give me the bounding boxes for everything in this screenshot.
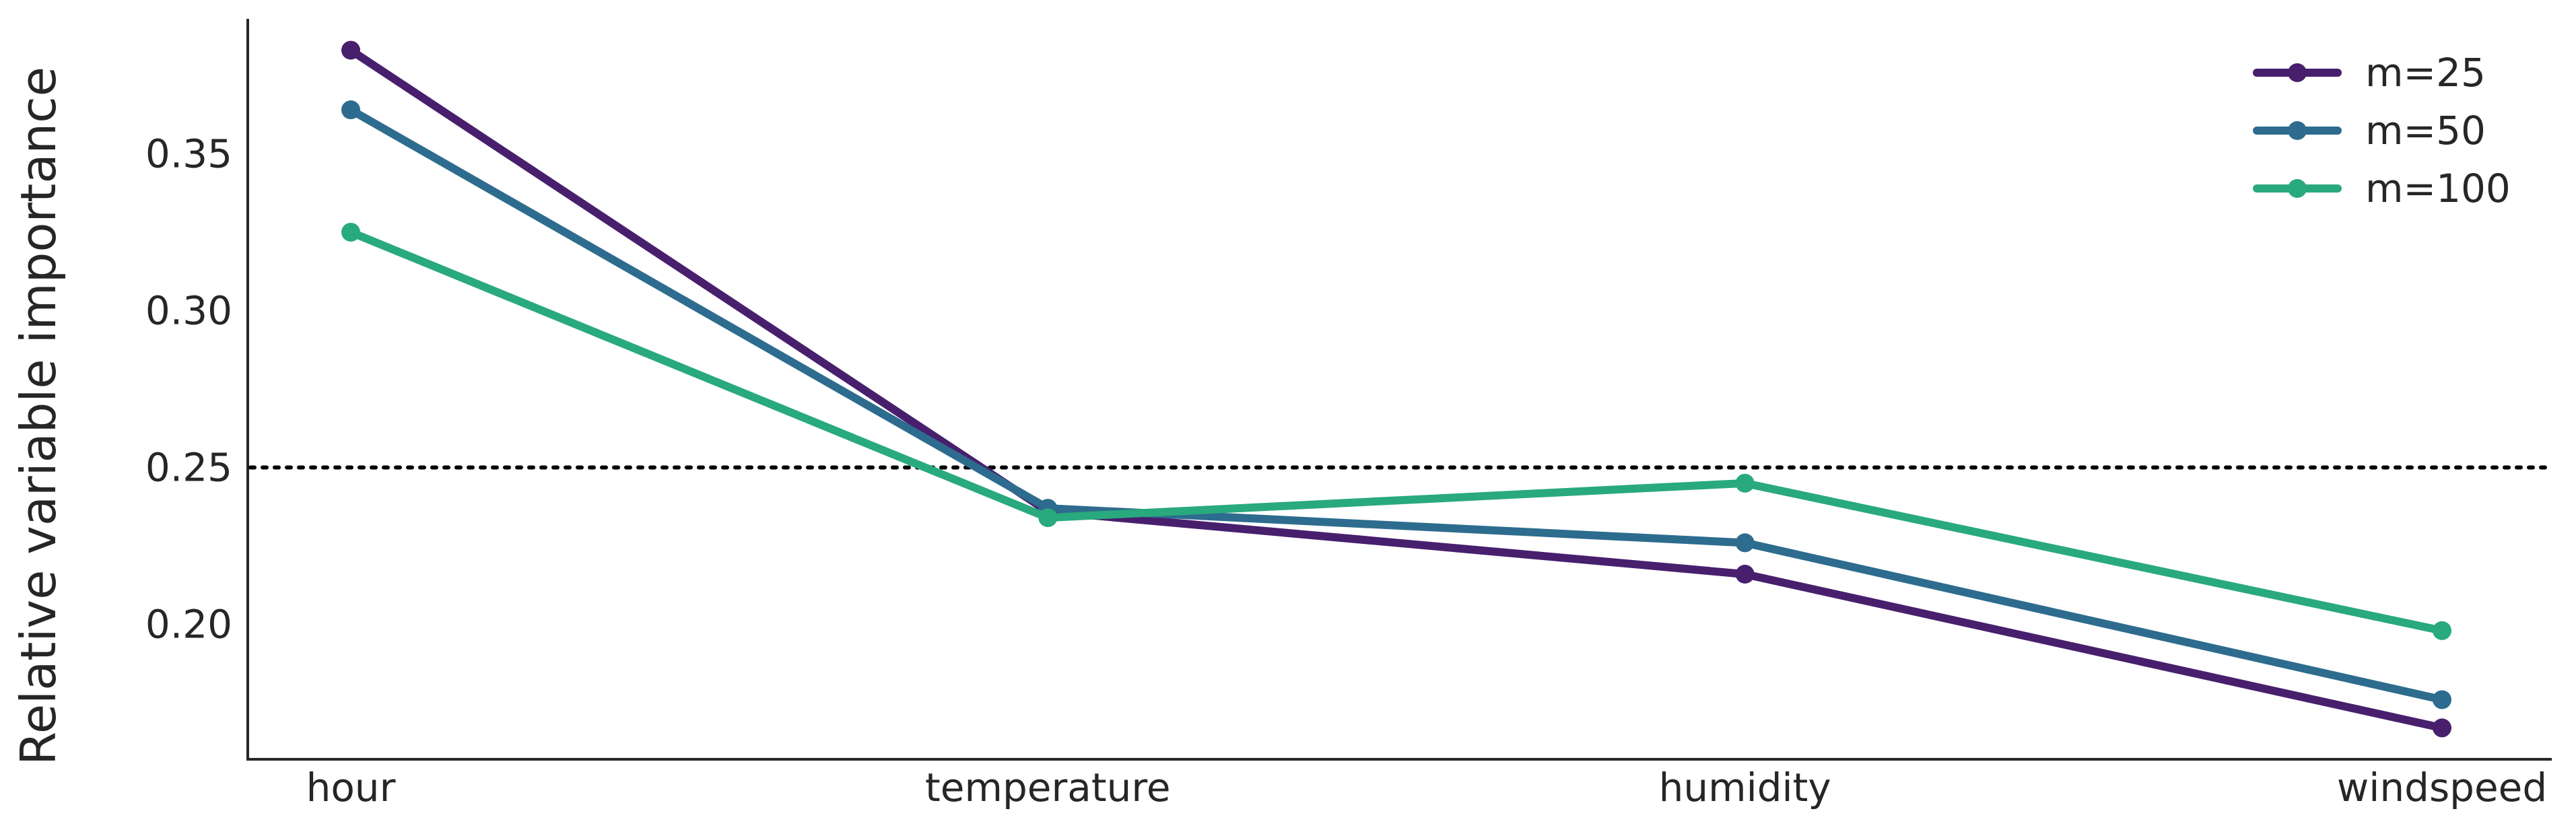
legend-label: m=100 bbox=[2365, 166, 2511, 211]
data-point bbox=[1735, 473, 1755, 493]
y-tick-label: 0.20 bbox=[145, 602, 232, 648]
series-line bbox=[347, 106, 2446, 704]
data-point bbox=[2433, 621, 2451, 640]
data-point bbox=[2433, 718, 2451, 738]
x-tick-label: hour bbox=[306, 765, 396, 810]
y-tick-label: 0.35 bbox=[145, 131, 232, 176]
x-tick-label: windspeed bbox=[2337, 765, 2547, 810]
series-layer bbox=[341, 40, 2451, 738]
y-tick-labels: 0.20 0.25 0.30 0.35 bbox=[145, 131, 232, 647]
legend: m=25 m=50 m=100 bbox=[2253, 50, 2511, 211]
legend-item: m=25 bbox=[2253, 50, 2486, 96]
y-tick-label: 0.30 bbox=[145, 287, 232, 333]
y-tick-label: 0.25 bbox=[145, 445, 232, 491]
series-m=100 bbox=[341, 222, 2451, 640]
legend-swatch-marker bbox=[2288, 63, 2307, 82]
axes bbox=[246, 19, 2552, 761]
data-point bbox=[1038, 508, 1058, 528]
x-tick-label: humidity bbox=[1659, 765, 1831, 810]
legend-label: m=50 bbox=[2365, 108, 2486, 153]
y-axis-title: Relative variable importance bbox=[10, 67, 67, 765]
series-line bbox=[347, 46, 2446, 732]
series-m=50 bbox=[341, 100, 2451, 709]
data-point bbox=[2433, 690, 2451, 709]
legend-swatch-marker bbox=[2288, 121, 2307, 140]
x-tick-label: temperature bbox=[925, 765, 1171, 810]
x-tick-labels: hour temperature humidity windspeed bbox=[306, 765, 2548, 810]
data-point bbox=[341, 222, 360, 242]
data-point bbox=[1735, 533, 1755, 553]
legend-label: m=25 bbox=[2365, 50, 2486, 96]
data-point bbox=[1735, 565, 1755, 584]
series-line bbox=[347, 228, 2446, 635]
legend-item: m=100 bbox=[2253, 166, 2511, 211]
data-point bbox=[341, 100, 360, 120]
legend-item: m=50 bbox=[2253, 108, 2486, 153]
legend-swatch-marker bbox=[2288, 179, 2307, 198]
data-point bbox=[341, 40, 360, 60]
